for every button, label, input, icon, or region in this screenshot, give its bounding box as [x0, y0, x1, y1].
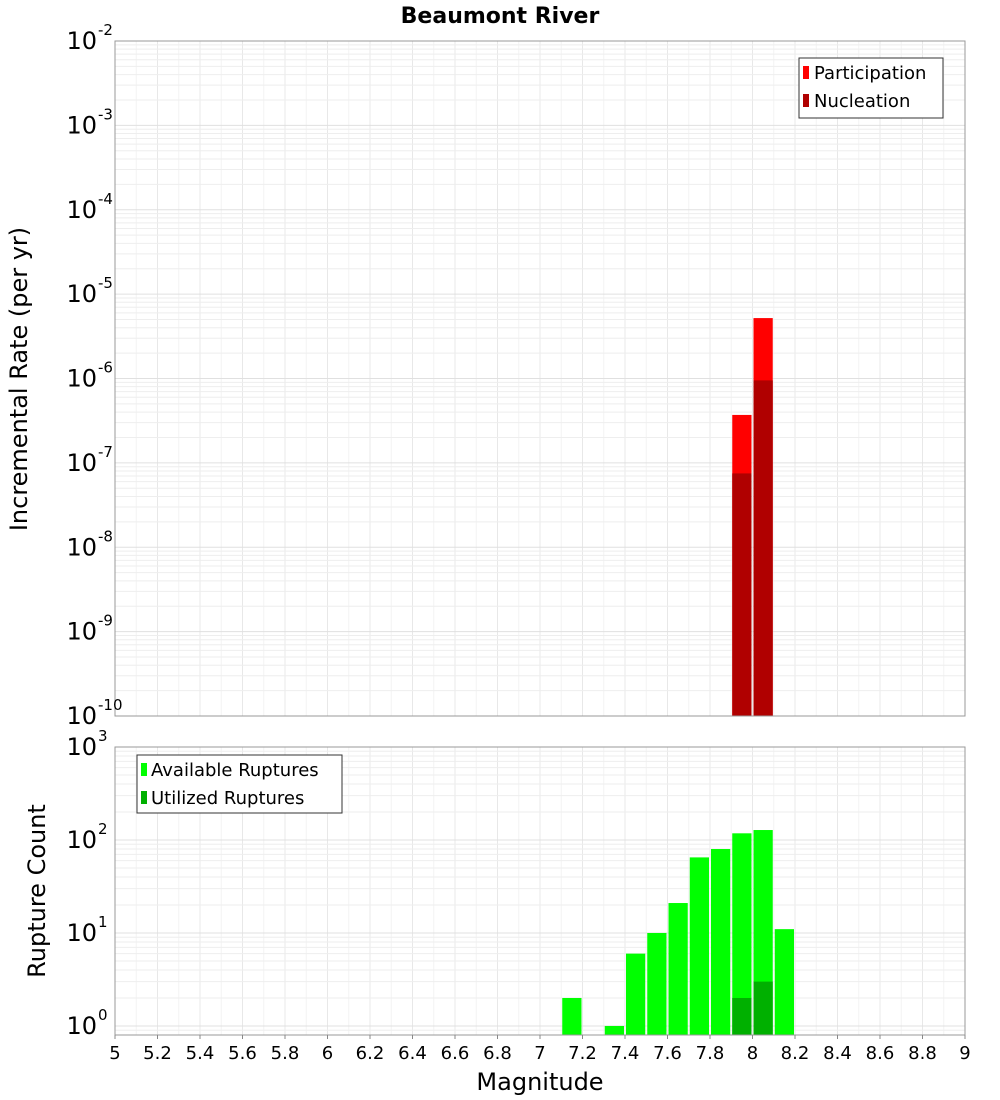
top-y-axis-title: Incremental Rate (per yr) — [5, 227, 33, 531]
x-tick-label: 7.4 — [611, 1043, 640, 1064]
x-tick-label: 6.2 — [356, 1043, 385, 1064]
y-tick-label: 10 — [66, 111, 97, 139]
x-tick-label: 9 — [959, 1043, 970, 1064]
y-tick-exponent: 2 — [98, 820, 108, 838]
y-tick-exponent: -10 — [98, 696, 123, 714]
legend-label-nucleation: Nucleation — [814, 91, 910, 112]
y-tick-label: 10 — [66, 449, 97, 477]
bar-available-ruptures — [604, 1025, 624, 1035]
x-tick-label: 5.8 — [271, 1043, 300, 1064]
bar-available-ruptures — [732, 833, 752, 1035]
y-tick-exponent: 0 — [98, 1006, 108, 1024]
y-tick-label: 10 — [66, 826, 97, 854]
bar-available-ruptures — [562, 997, 582, 1035]
bar-available-ruptures — [689, 857, 709, 1035]
top-bars — [732, 318, 773, 716]
x-tick-label: 8.8 — [908, 1043, 937, 1064]
x-tick-label: 7 — [534, 1043, 545, 1064]
y-tick-exponent: -8 — [98, 527, 113, 545]
chart-title: Beaumont River — [401, 4, 600, 29]
x-ticks: 5 5.2 5.4 5.6 5.8 6 6.2 6.4 6.6 6.8 7 7.2 7.4 7.6 7.8 8… — [109, 1035, 971, 1064]
top-plot-border — [114, 40, 966, 717]
x-tick-label: 7.8 — [696, 1043, 725, 1064]
y-tick-exponent: -5 — [98, 274, 113, 292]
x-tick-label: 6 — [322, 1043, 333, 1064]
y-tick-label: 10 — [66, 533, 97, 561]
y-tick-exponent: -2 — [98, 21, 113, 39]
bar-nucleation — [753, 380, 773, 716]
x-tick-label: 5.6 — [228, 1043, 257, 1064]
y-tick-label: 10 — [66, 919, 97, 947]
x-tick-label: 8.2 — [781, 1043, 810, 1064]
legend-label-participation: Participation — [814, 63, 926, 84]
x-tick-label: 5.4 — [186, 1043, 215, 1064]
x-tick-label: 7.6 — [653, 1043, 682, 1064]
legend-swatch-participation — [803, 66, 809, 79]
bar-utilized-ruptures — [753, 981, 773, 1035]
legend-label-available: Available Ruptures — [151, 760, 319, 781]
y-tick-label: 10 — [66, 365, 97, 393]
bottom-bars — [562, 830, 794, 1035]
legend-label-utilized: Utilized Ruptures — [151, 788, 304, 809]
x-tick-label: 8.6 — [866, 1043, 895, 1064]
x-tick-label: 5 — [109, 1043, 120, 1064]
bar-utilized-ruptures — [732, 997, 752, 1035]
top-legend-box — [798, 57, 944, 119]
y-tick-exponent: 3 — [98, 727, 108, 745]
y-tick-exponent: -7 — [98, 443, 113, 461]
y-tick-exponent: -3 — [98, 105, 113, 123]
y-tick-label: 10 — [66, 733, 97, 761]
x-tick-label: 8.4 — [823, 1043, 852, 1064]
x-tick-label: 6.6 — [441, 1043, 470, 1064]
bar-available-ruptures — [668, 903, 688, 1035]
x-tick-label: 8 — [747, 1043, 758, 1064]
y-tick-label: 10 — [66, 702, 97, 730]
bottom-y-axis-title: Rupture Count — [23, 804, 51, 978]
y-tick-label: 10 — [66, 280, 97, 308]
x-tick-label: 6.4 — [398, 1043, 427, 1064]
x-tick-label: 6.8 — [483, 1043, 512, 1064]
legend-swatch-available — [141, 763, 147, 776]
bar-available-ruptures — [711, 849, 731, 1035]
y-tick-exponent: -9 — [98, 612, 113, 630]
bottom-legend: Available Ruptures Utilized Ruptures — [136, 754, 343, 814]
legend-swatch-utilized — [141, 791, 147, 804]
y-tick-label: 10 — [66, 618, 97, 646]
bar-available-ruptures — [647, 932, 667, 1035]
y-tick-label: 10 — [66, 27, 97, 55]
bottom-legend-box — [136, 754, 343, 814]
bar-available-ruptures — [774, 929, 794, 1035]
y-tick-exponent: 1 — [98, 913, 108, 931]
x-axis-title: Magnitude — [476, 1068, 603, 1096]
y-tick-label: 10 — [66, 196, 97, 224]
bar-nucleation — [732, 473, 752, 716]
x-tick-label: 7.2 — [568, 1043, 597, 1064]
y-tick-exponent: -4 — [98, 190, 113, 208]
top-grid — [114, 40, 966, 717]
top-legend: Participation Nucleation — [798, 57, 944, 119]
y-tick-label: 10 — [66, 1012, 97, 1040]
bar-available-ruptures — [626, 953, 646, 1035]
y-tick-exponent: -6 — [98, 359, 113, 377]
legend-swatch-nucleation — [803, 94, 809, 107]
x-tick-label: 5.2 — [143, 1043, 172, 1064]
